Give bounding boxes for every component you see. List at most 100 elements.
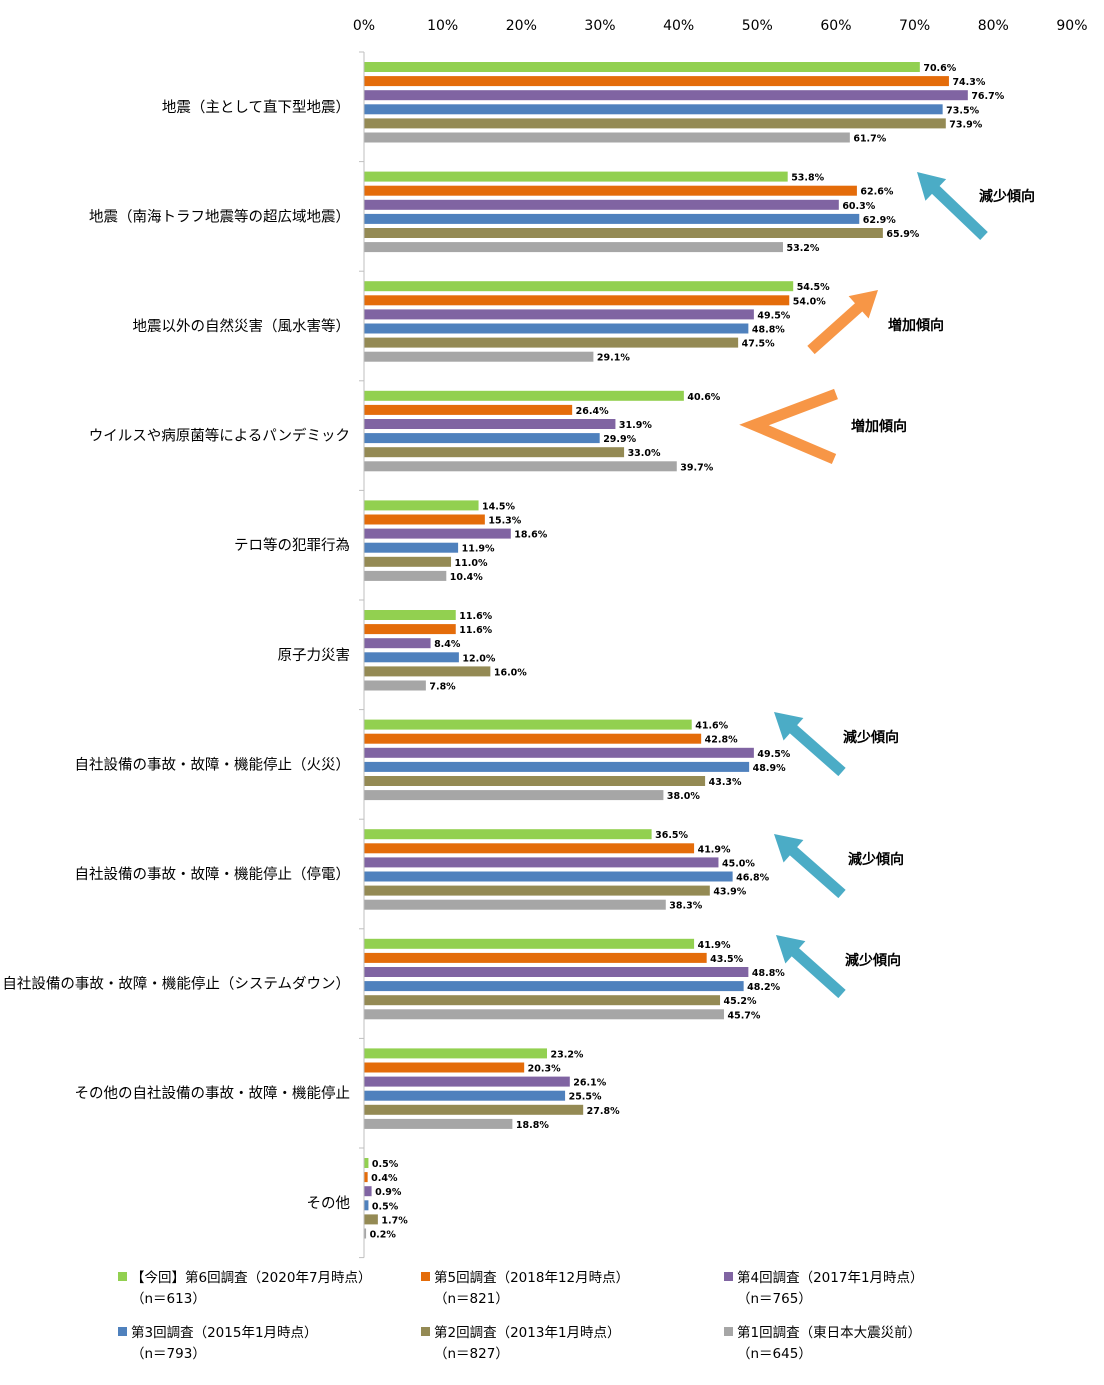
bar — [364, 829, 652, 840]
legend-swatch — [118, 1327, 127, 1336]
trend-annotation: 減少傾向 — [776, 935, 901, 999]
x-tick-label: 30% — [584, 18, 615, 34]
data-label: 53.8% — [791, 173, 824, 184]
bar — [364, 337, 739, 348]
category-label: 地震（南海トラフ地震等の超広域地震） — [89, 207, 350, 225]
bar — [364, 528, 511, 539]
bar — [364, 390, 684, 401]
category-label: その他 — [307, 1195, 351, 1212]
bar — [364, 843, 695, 854]
bar — [364, 62, 920, 72]
legend-swatch — [724, 1327, 733, 1336]
bar — [364, 790, 664, 801]
x-tick-label: 10% — [427, 18, 458, 34]
data-label: 48.8% — [752, 968, 785, 979]
bar — [364, 995, 721, 1006]
trend-label: 減少傾向 — [843, 729, 899, 746]
data-label: 23.2% — [550, 1049, 583, 1060]
bar — [364, 1186, 372, 1197]
data-label: 62.9% — [863, 215, 896, 226]
data-label: 62.6% — [860, 187, 893, 198]
data-label: 42.8% — [705, 735, 738, 746]
trend-label: 減少傾向 — [848, 851, 904, 868]
data-label: 45.2% — [724, 996, 757, 1007]
x-tick-label: 0% — [353, 18, 375, 34]
category-label: 地震（主として直下型地震） — [162, 99, 350, 116]
data-label: 8.4% — [434, 639, 461, 650]
x-tick-label: 90% — [1056, 18, 1087, 34]
data-label: 73.5% — [946, 105, 979, 116]
data-label: 0.2% — [370, 1230, 397, 1241]
data-label: 53.2% — [786, 243, 819, 254]
legend-item: 第4回調査（2017年1月時点） （n＝765） — [724, 1268, 924, 1310]
bar — [364, 1118, 513, 1129]
legend-label: 第1回調査（東日本大震災前） — [737, 1325, 922, 1341]
bar — [364, 1062, 525, 1073]
x-tick-label: 60% — [820, 18, 851, 34]
bar — [364, 213, 860, 224]
legend-label: 第5回調査（2018年12月時点） — [434, 1270, 630, 1286]
data-label: 39.7% — [680, 462, 713, 473]
data-label: 18.6% — [514, 530, 547, 541]
bar — [364, 680, 426, 691]
data-label: 0.9% — [375, 1187, 402, 1198]
data-label: 41.6% — [695, 721, 728, 732]
bar — [364, 1009, 724, 1020]
trend-annotation: 減少傾向 — [774, 834, 904, 899]
legend-sample-size: （n＝793） — [131, 1346, 206, 1362]
data-label: 11.9% — [462, 544, 495, 555]
data-label: 20.3% — [528, 1064, 561, 1075]
bar — [364, 228, 883, 238]
legend-item: 第1回調査（東日本大震災前） （n＝645） — [724, 1323, 921, 1365]
bar — [364, 1172, 368, 1183]
bar — [364, 776, 706, 786]
bar — [364, 1158, 369, 1168]
data-label: 76.7% — [971, 91, 1004, 102]
bar — [364, 885, 710, 896]
trend-annotation: 増加傾向 — [807, 290, 944, 355]
bar — [364, 433, 600, 444]
bar — [364, 281, 794, 292]
data-label: 54.0% — [793, 296, 826, 307]
trend-annotation: 増加傾向 — [739, 388, 907, 465]
legend-sample-size: （n＝827） — [434, 1346, 509, 1362]
data-label: 36.5% — [655, 830, 688, 841]
bar — [364, 857, 719, 868]
bar — [364, 570, 447, 581]
legend-sample-size: （n＝613） — [131, 1291, 206, 1307]
bar — [364, 1104, 584, 1115]
bar — [364, 419, 616, 429]
legend-item: 【今回】第6回調査（2020年7月時点） （n＝613） — [118, 1268, 372, 1310]
data-label: 61.7% — [853, 134, 886, 145]
decrease-arrow — [917, 172, 988, 240]
bar — [364, 199, 839, 210]
bar — [364, 242, 783, 253]
bar-chart: 0% 10% 20% 30% 40% 50% 60% 70% 80% 90% 地震（主として直下型… — [2, 18, 1088, 1259]
legend-item: 第5回調査（2018年12月時点） （n＝821） — [421, 1268, 629, 1310]
bar — [364, 967, 749, 977]
data-label: 0.5% — [372, 1201, 399, 1212]
bar — [364, 624, 456, 635]
bar — [364, 952, 707, 963]
legend-swatch — [421, 1327, 430, 1336]
data-label: 25.5% — [569, 1092, 602, 1103]
data-label: 29.1% — [597, 353, 630, 364]
bar — [364, 132, 850, 143]
trend-label: 減少傾向 — [979, 188, 1035, 205]
bar — [364, 185, 857, 196]
bar — [364, 1090, 566, 1101]
bar — [364, 733, 702, 744]
x-axis: 0% 10% 20% 30% 40% 50% 60% 70% 80% 90% — [353, 18, 1088, 34]
legend-swatch — [724, 1272, 733, 1281]
bar — [364, 1048, 547, 1059]
bar — [364, 323, 749, 334]
bar — [364, 1076, 570, 1087]
data-label: 33.0% — [628, 448, 661, 459]
bar — [364, 309, 754, 320]
data-label: 73.9% — [949, 119, 982, 130]
bar — [364, 981, 744, 992]
data-label: 31.9% — [619, 420, 652, 431]
category-label: 自社設備の事故・故障・機能停止（火災） — [75, 755, 351, 773]
data-label: 54.5% — [797, 282, 830, 293]
